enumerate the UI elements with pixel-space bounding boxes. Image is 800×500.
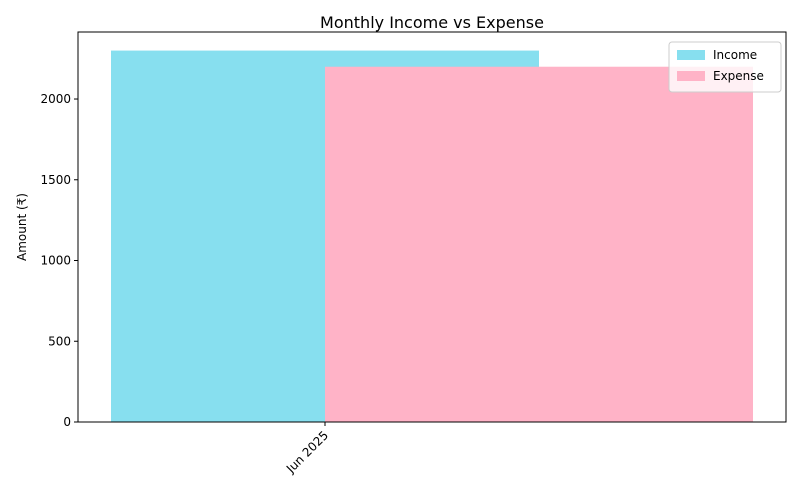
y-axis-label: Amount (₹)	[15, 193, 29, 261]
bar-expense-jun-2025	[325, 66, 753, 423]
legend-label-income: Income	[713, 48, 757, 62]
y-tick-label: 2000	[40, 92, 71, 106]
legend: Income Expense	[668, 41, 782, 93]
legend-swatch-expense	[677, 71, 705, 81]
legend-label-expense: Expense	[713, 69, 764, 83]
y-tick-label: 1500	[40, 173, 71, 187]
y-tick-label: 0	[63, 415, 71, 429]
y-tick-label: 500	[48, 334, 71, 348]
y-axis: 0 500 1000 1500 2000	[40, 92, 78, 429]
chart-title: Monthly Income vs Expense	[320, 13, 544, 32]
plot-area-frame	[77, 31, 787, 423]
bar-series-group	[111, 50, 753, 423]
x-tick-label: Jun 2025	[283, 428, 331, 476]
legend-swatch-income	[677, 50, 705, 60]
y-tick-label: 1000	[40, 254, 71, 268]
x-axis: Jun 2025	[283, 422, 331, 476]
